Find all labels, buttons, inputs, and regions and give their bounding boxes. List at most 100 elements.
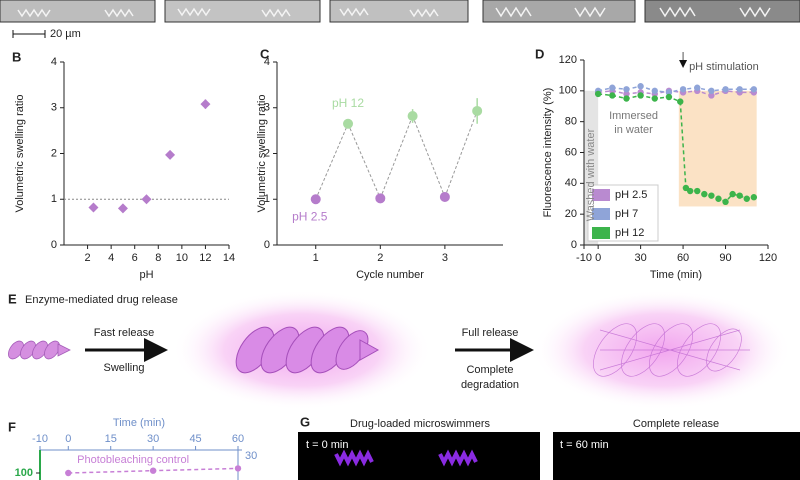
data-point <box>407 110 418 121</box>
data-point <box>88 202 99 213</box>
data-point <box>439 191 450 202</box>
data-point <box>200 99 211 110</box>
x-tick-label: 14 <box>223 252 235 264</box>
data-point <box>708 92 715 99</box>
annotation: in water <box>614 124 653 136</box>
x-tick-label: 15 <box>105 433 117 445</box>
data-point <box>623 90 630 98</box>
panel-label: C <box>260 46 270 61</box>
connector <box>315 123 349 200</box>
data-point <box>609 92 616 99</box>
x-tick-label: 60 <box>677 252 689 264</box>
y-tick-label: 60 <box>565 146 577 158</box>
data-point <box>694 84 701 91</box>
step-label: Fast release <box>94 327 155 339</box>
x-axis-label: pH <box>139 269 153 281</box>
data-point <box>677 98 684 105</box>
x-tick-label: 8 <box>155 252 161 264</box>
step-label: Full release <box>462 327 519 339</box>
annotation: pH stimulation <box>689 61 759 73</box>
swollen-helix <box>235 326 380 374</box>
x-tick-label: 30 <box>634 252 646 264</box>
connector <box>347 123 381 199</box>
annotation: Immersed <box>609 110 658 122</box>
y-tick-label: 4 <box>51 56 57 68</box>
y-tick-label: 2 <box>51 147 57 159</box>
connector <box>379 115 414 199</box>
panel-label: B <box>12 49 21 64</box>
legend-label: pH 7 <box>615 208 638 220</box>
x-tick-label: 1 <box>313 252 319 264</box>
data-point <box>750 86 758 93</box>
data-point <box>694 187 701 195</box>
y2-tick-label: 30 <box>245 450 257 462</box>
data-point <box>141 194 152 205</box>
connector <box>444 110 478 198</box>
panel-title: Enzyme-mediated drug release <box>25 294 178 306</box>
series-line <box>597 85 754 94</box>
data-point <box>665 89 673 96</box>
x-tick-label: 6 <box>132 252 138 264</box>
panel-title: Drug-loaded microswimmers <box>350 418 490 430</box>
data-point <box>729 190 736 198</box>
legend-label: pH 2.5 <box>615 189 647 201</box>
scale-bar-label: 20 µm <box>50 28 81 40</box>
time-label: t = 0 min <box>306 439 349 451</box>
microswimmer <box>334 449 374 467</box>
data-point <box>343 118 354 129</box>
y-tick-label: 100 <box>15 467 33 479</box>
y-tick-label: 0 <box>264 239 270 251</box>
x-tick-label: 2 <box>85 252 91 264</box>
x-tick-label: 30 <box>147 433 159 445</box>
data-point <box>310 194 321 205</box>
data-point <box>686 187 694 195</box>
x-tick-label: -10 <box>32 433 48 445</box>
y-tick-label: 100 <box>559 85 577 97</box>
data-point <box>623 95 630 102</box>
data-point <box>623 86 630 93</box>
degraded-helix <box>593 323 750 377</box>
y-tick-label: 80 <box>565 116 577 128</box>
data-point <box>743 195 750 202</box>
x-tick-label: 120 <box>759 252 777 264</box>
data-point <box>609 84 616 91</box>
y-tick-label: 20 <box>565 208 577 220</box>
panel-label: F <box>8 419 16 434</box>
x-tick-label: 0 <box>595 252 601 264</box>
data-point <box>594 90 602 98</box>
y-tick-label: 4 <box>264 56 270 68</box>
y-tick-label: 3 <box>264 102 270 114</box>
x-tick-label: 60 <box>232 433 244 445</box>
data-point <box>234 465 242 472</box>
data-point <box>708 192 715 199</box>
data-point <box>750 194 758 201</box>
microswimmer <box>438 449 478 467</box>
data-point <box>375 193 386 204</box>
y-tick-label: 1 <box>264 193 270 205</box>
small-helix <box>8 340 71 360</box>
series-label: pH 2.5 <box>292 209 328 223</box>
data-point <box>117 203 128 214</box>
legend-swatch <box>592 208 610 220</box>
data-point <box>722 198 729 206</box>
y-axis-label: Volumetric swelling ratio <box>256 95 268 213</box>
y-axis-label: Fluorescence intensity (%) <box>542 88 554 218</box>
x-tick-label: 2 <box>377 252 383 264</box>
x-tick-label: 12 <box>199 252 211 264</box>
data-point <box>722 86 729 93</box>
shaded-region <box>678 90 757 207</box>
y-tick-label: 40 <box>565 177 577 189</box>
connector <box>412 115 446 198</box>
legend-label: pH 12 <box>615 227 644 239</box>
legend-swatch <box>592 227 610 239</box>
data-point <box>665 93 673 101</box>
y-axis-label: Volumetric swelling ratio <box>14 95 26 213</box>
step-label: degradation <box>461 379 519 391</box>
y-tick-label: 0 <box>51 239 57 251</box>
x-tick-label: 3 <box>442 252 448 264</box>
step-label: Complete <box>466 364 513 376</box>
data-point <box>708 87 715 95</box>
data-point <box>679 86 687 93</box>
video-frame <box>553 432 800 480</box>
data-point <box>715 195 722 202</box>
